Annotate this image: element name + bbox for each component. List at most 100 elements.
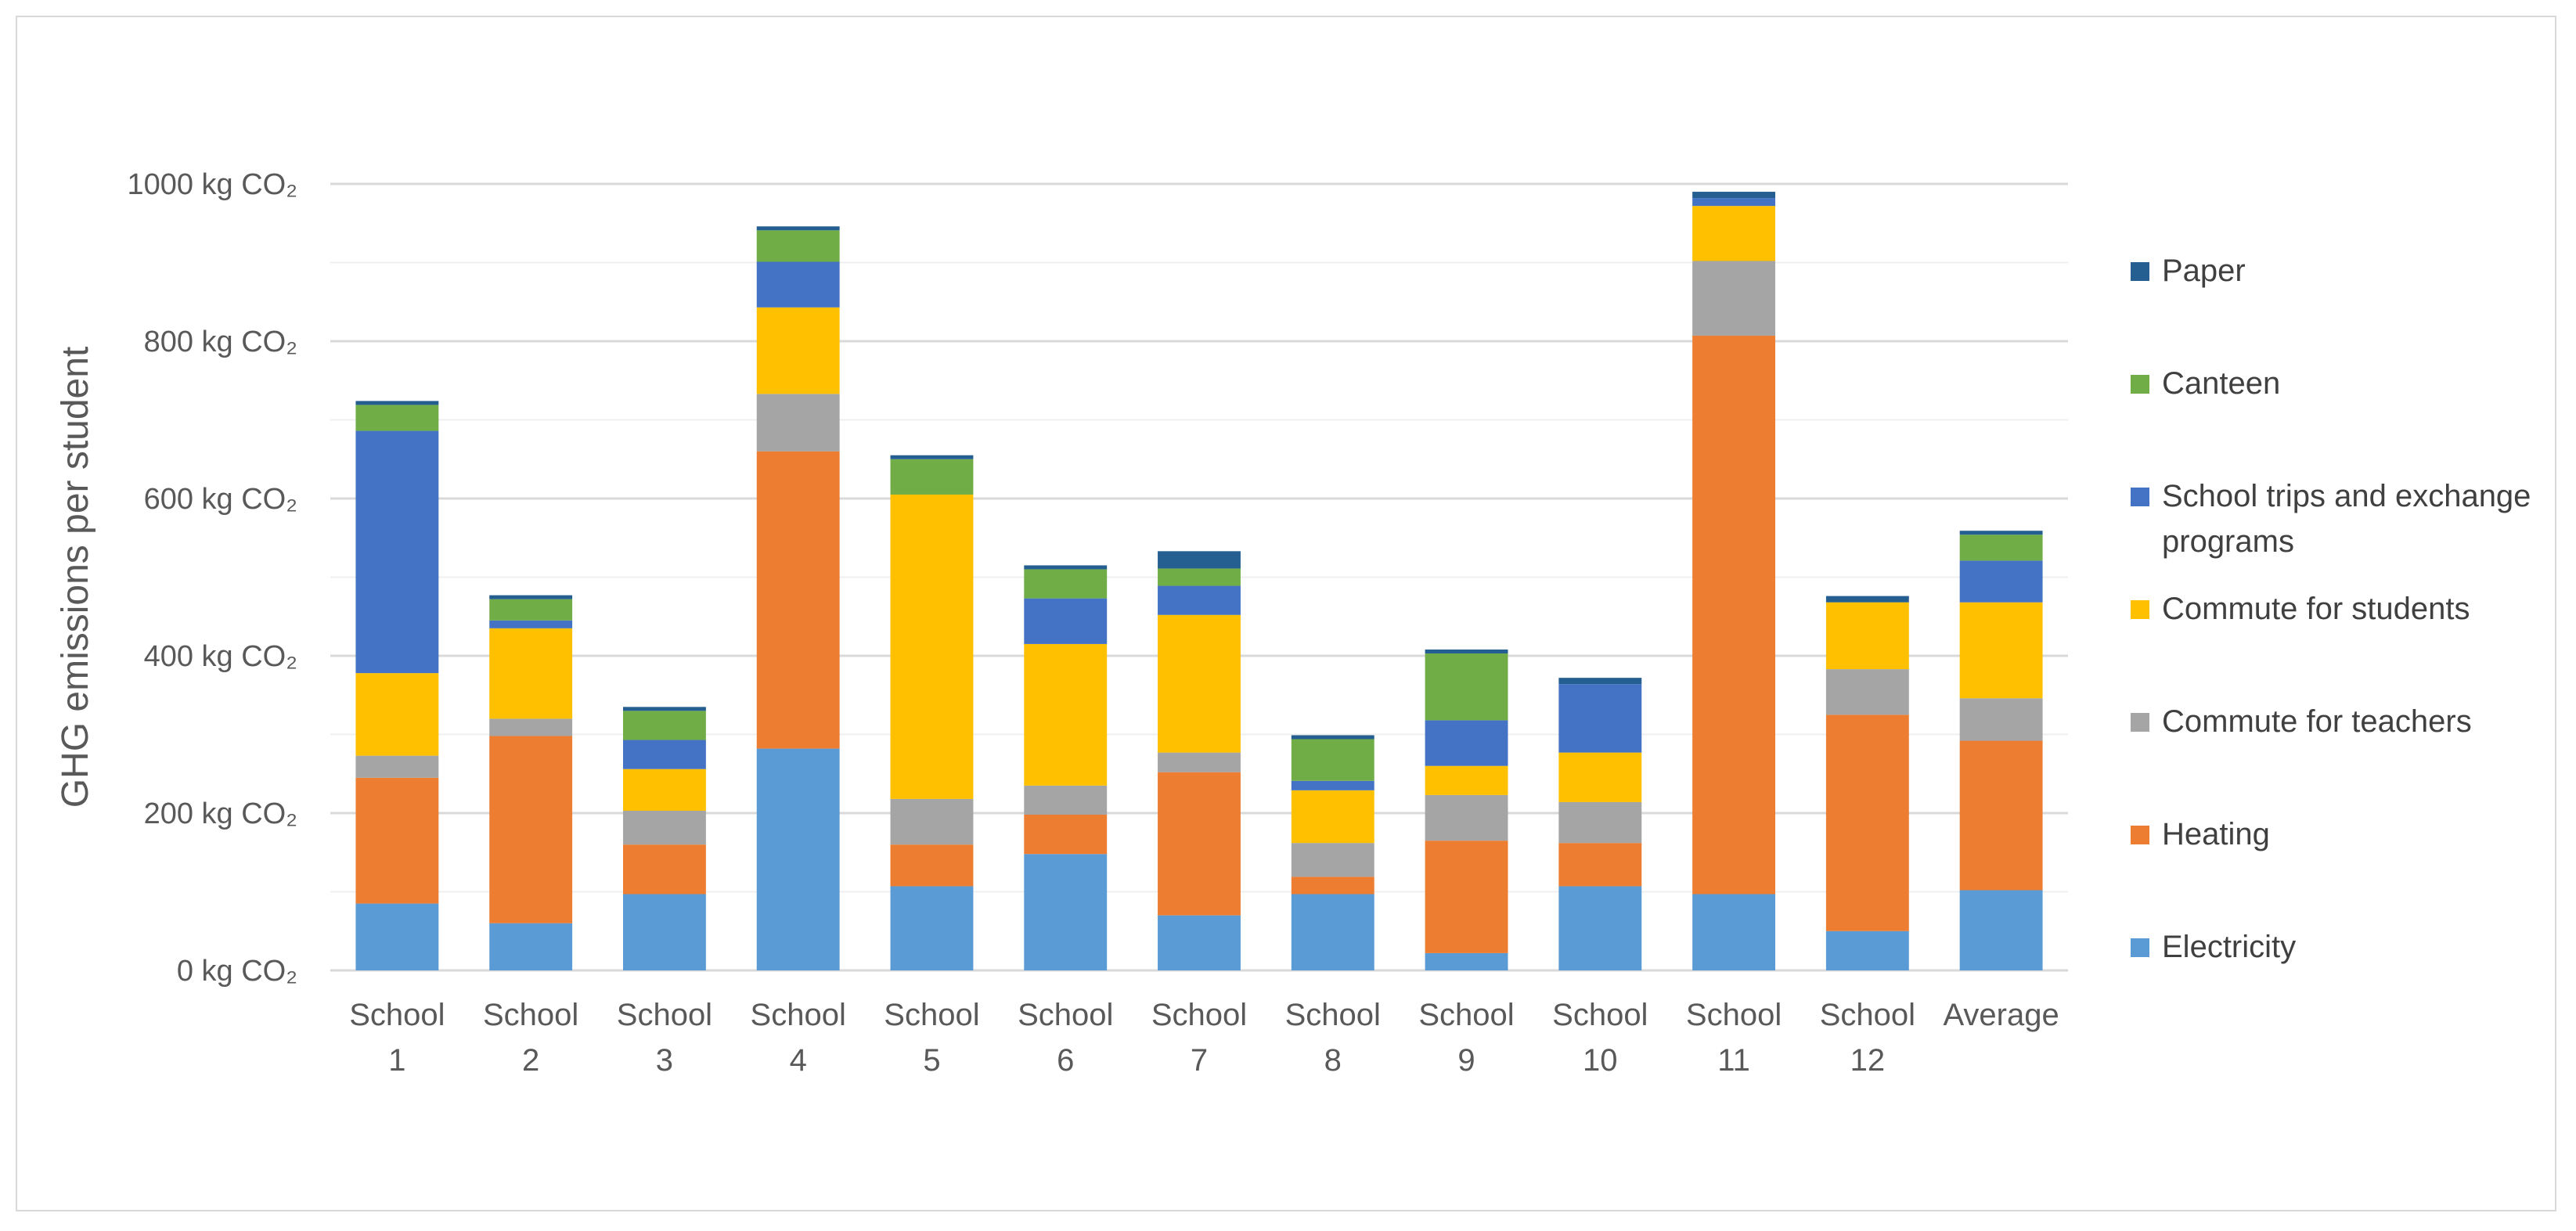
y-axis-ticks: 0 kg CO₂ 200 kg CO₂ 400 kg CO₂ 600 kg CO₂ 80… [127, 168, 297, 988]
x-category-label: School 1 [349, 998, 445, 1078]
bar-segment-commute-for-teachers [1291, 843, 1374, 877]
bar-segment-electricity [1291, 894, 1374, 970]
bar-segment-commute-for-teachers [756, 394, 840, 452]
bar-stack [1558, 678, 1642, 970]
x-category-label: School 4 [751, 998, 846, 1078]
bar-segment-commute-for-students [489, 628, 573, 719]
bar-segment-commute-for-students [890, 494, 974, 799]
y-axis-title: GHG emissions per student [55, 347, 96, 808]
bar-segment-paper [1825, 596, 1909, 603]
bar-segment-electricity [1692, 894, 1776, 970]
bar-segment-electricity [489, 923, 573, 970]
bar-segment-electricity [1425, 952, 1508, 970]
legend-swatch [2131, 600, 2149, 619]
bar-segment-paper [1959, 531, 2043, 535]
bar-segment-commute-for-students [622, 768, 706, 811]
x-category-label: School 11 [1686, 998, 1782, 1078]
bar-stack [756, 226, 840, 970]
bar-segment-canteen [756, 230, 840, 262]
bar-stack [1158, 551, 1241, 970]
legend-item: Commute for students [2131, 592, 2470, 626]
legend-item: Heating [2131, 817, 2270, 851]
legend-label: Canteen [2162, 366, 2280, 401]
bar-segment-heating [1291, 876, 1374, 894]
bar-segment-heating [890, 844, 974, 887]
bar-segment-heating [1959, 740, 2043, 891]
bar-segment-canteen [489, 599, 573, 621]
chart-frame: 0 kg CO₂ 200 kg CO₂ 400 kg CO₂ 600 kg CO₂ 80… [16, 16, 2556, 1211]
bar-segment-school-trips-and-exchange-programs [1158, 585, 1241, 615]
bar-segment-paper [1425, 649, 1508, 653]
bar-stacks [355, 192, 2043, 970]
bar-segment-electricity [1158, 915, 1241, 970]
bar-segment-paper [756, 226, 840, 231]
bar-segment-school-trips-and-exchange-programs [1024, 598, 1108, 644]
bar-segment-commute-for-teachers [1959, 698, 2043, 741]
bar-segment-heating [355, 777, 439, 904]
bar-segment-canteen [622, 711, 706, 740]
bar-segment-paper [1558, 678, 1642, 685]
legend-item: Canteen [2131, 366, 2280, 401]
bar-segment-commute-for-teachers [1158, 752, 1241, 772]
x-category-label: School 12 [1820, 998, 1915, 1078]
bar-stack [1959, 531, 2043, 970]
legend-swatch [2131, 262, 2149, 281]
x-category-label: School 5 [884, 998, 979, 1078]
x-category-label: School 6 [1018, 998, 1113, 1078]
bar-segment-paper [1158, 551, 1241, 569]
bar-segment-school-trips-and-exchange-programs [1291, 780, 1374, 790]
bar-segment-commute-for-teachers [890, 798, 974, 845]
legend-label: Commute for teachers [2162, 704, 2472, 739]
bar-segment-commute-for-students [1024, 643, 1108, 786]
bar-segment-commute-for-teachers [1558, 801, 1642, 844]
x-category-label: Average [1943, 998, 2059, 1032]
bar-segment-electricity [622, 894, 706, 970]
bar-segment-commute-for-teachers [1024, 785, 1108, 815]
bar-segment-commute-for-students [1959, 602, 2043, 699]
bar-segment-canteen [890, 459, 974, 495]
legend-label: Paper [2162, 254, 2246, 288]
bar-segment-commute-for-teachers [1425, 794, 1508, 841]
bar-segment-school-trips-and-exchange-programs [1959, 560, 2043, 603]
bar-segment-canteen [1291, 739, 1374, 781]
bar-segment-paper [1692, 192, 1776, 199]
y-tick-label: 600 kg CO₂ [144, 483, 297, 516]
legend-item: Electricity [2131, 930, 2296, 964]
bar-segment-electricity [756, 748, 840, 970]
bar-stack [1024, 565, 1108, 970]
bar-segment-electricity [890, 886, 974, 970]
bar-stack [890, 455, 974, 970]
y-tick-label: 400 kg CO₂ [144, 640, 297, 673]
bar-segment-commute-for-teachers [355, 755, 439, 778]
bar-stack [355, 401, 439, 970]
bar-segment-heating [1024, 815, 1108, 855]
bar-segment-canteen [1158, 568, 1241, 586]
bar-segment-commute-for-teachers [1825, 669, 1909, 715]
legend-label: Commute for students [2162, 592, 2470, 626]
legend-swatch [2131, 826, 2149, 844]
y-tick-label: 800 kg CO₂ [144, 326, 297, 358]
legend-swatch [2131, 375, 2149, 394]
bar-segment-canteen [1425, 653, 1508, 721]
bar-segment-electricity [1558, 886, 1642, 970]
bar-segment-heating [1692, 335, 1776, 894]
bar-stack [489, 595, 573, 970]
legend-item: School trips and exchange programs [2131, 479, 2531, 559]
bar-segment-heating [1558, 843, 1642, 887]
x-category-label: School 7 [1151, 998, 1247, 1078]
bar-segment-commute-for-teachers [622, 810, 706, 845]
bar-segment-commute-for-teachers [489, 718, 573, 736]
bar-segment-heating [756, 451, 840, 749]
bar-segment-school-trips-and-exchange-programs [622, 740, 706, 769]
bar-segment-commute-for-students [1158, 614, 1241, 753]
bar-segment-canteen [1959, 535, 2043, 561]
bar-segment-school-trips-and-exchange-programs [756, 261, 840, 308]
bar-segment-school-trips-and-exchange-programs [489, 620, 573, 628]
x-axis-categories: School 1 School 2 School 3 School 4 School 5 Schoo… [349, 998, 2059, 1078]
bar-segment-paper [890, 455, 974, 459]
bar-segment-commute-for-students [1558, 752, 1642, 802]
bar-segment-school-trips-and-exchange-programs [355, 430, 439, 674]
bar-segment-electricity [1959, 890, 2043, 970]
bar-segment-paper [355, 401, 439, 405]
bar-segment-commute-for-teachers [1692, 261, 1776, 336]
